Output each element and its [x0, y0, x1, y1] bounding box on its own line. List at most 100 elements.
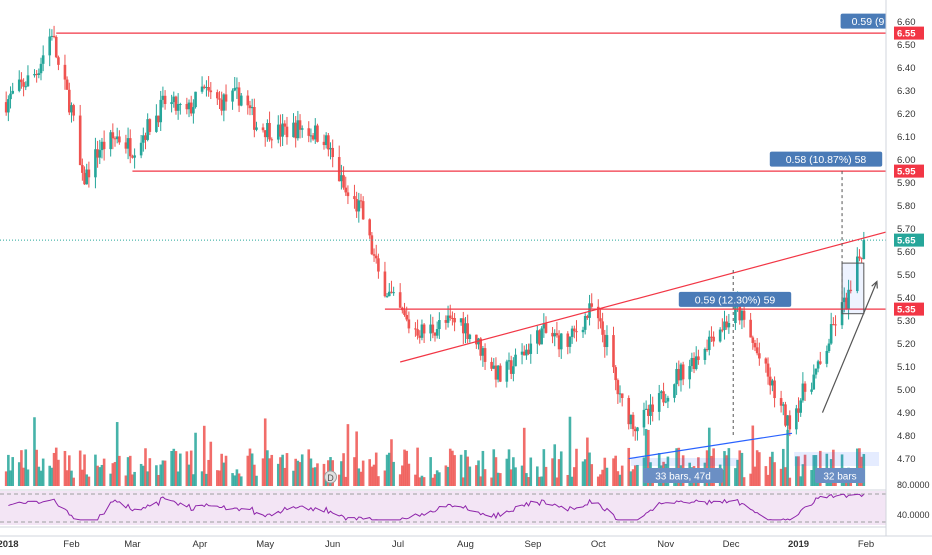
- candle-body[interactable]: [662, 391, 665, 403]
- candle-body[interactable]: [383, 271, 387, 297]
- candle-body[interactable]: [83, 172, 86, 185]
- price-pane[interactable]: [4, 25, 866, 441]
- candle-body[interactable]: [216, 92, 219, 99]
- candle-body[interactable]: [131, 156, 134, 158]
- candle-body[interactable]: [451, 317, 454, 319]
- candle-body[interactable]: [522, 351, 526, 356]
- candle-body[interactable]: [115, 136, 119, 140]
- candle-body[interactable]: [542, 323, 546, 329]
- candle-body[interactable]: [102, 141, 106, 150]
- candle-body[interactable]: [133, 155, 136, 158]
- candle-body[interactable]: [194, 91, 197, 108]
- price-tag-box[interactable]: [894, 26, 924, 40]
- candle-body[interactable]: [596, 306, 600, 319]
- candle-body[interactable]: [368, 219, 371, 236]
- candle-body[interactable]: [494, 365, 498, 380]
- candle-body[interactable]: [200, 86, 204, 92]
- candle-body[interactable]: [331, 147, 334, 158]
- price-axis[interactable]: 6.60 6.50 6.40 6.30 6.20 6.10 6.00 5.90 5.80 5.70…: [885, 0, 932, 550]
- candle-body[interactable]: [313, 125, 317, 140]
- candle-body[interactable]: [142, 135, 145, 143]
- candle-body[interactable]: [100, 141, 104, 151]
- candle-body[interactable]: [688, 366, 691, 380]
- candle-body[interactable]: [98, 150, 102, 158]
- candle-body[interactable]: [448, 315, 452, 318]
- candle-body[interactable]: [712, 336, 715, 342]
- candle-body[interactable]: [370, 235, 374, 255]
- candle-body[interactable]: [390, 291, 393, 293]
- candle-body[interactable]: [858, 256, 861, 259]
- candle-body[interactable]: [207, 87, 210, 91]
- candle-body[interactable]: [24, 86, 28, 88]
- candle-body[interactable]: [740, 310, 744, 321]
- candle-body[interactable]: [614, 367, 617, 381]
- candle-body[interactable]: [551, 332, 554, 337]
- candle-body[interactable]: [773, 380, 776, 399]
- candle-body[interactable]: [246, 95, 250, 106]
- candle-body[interactable]: [139, 142, 143, 156]
- candle-body[interactable]: [723, 321, 726, 330]
- candle-body[interactable]: [403, 310, 406, 315]
- candle-body[interactable]: [803, 383, 807, 392]
- candle-body[interactable]: [703, 348, 707, 360]
- candle-body[interactable]: [255, 127, 258, 130]
- candle-body[interactable]: [586, 316, 589, 318]
- candle-body[interactable]: [377, 258, 380, 272]
- candle-body[interactable]: [812, 374, 816, 390]
- candle-body[interactable]: [187, 102, 191, 110]
- candle-body[interactable]: [261, 127, 265, 131]
- candle-body[interactable]: [327, 135, 330, 150]
- candle-body[interactable]: [359, 200, 363, 202]
- candle-body[interactable]: [65, 79, 69, 90]
- candle-body[interactable]: [340, 175, 343, 182]
- candle-body[interactable]: [163, 95, 167, 105]
- candle-body[interactable]: [673, 384, 676, 398]
- dividend-marker[interactable]: [324, 470, 338, 484]
- candle-body[interactable]: [372, 254, 376, 256]
- candle-body[interactable]: [525, 349, 528, 356]
- candle-body[interactable]: [520, 351, 524, 355]
- candle-body[interactable]: [725, 321, 728, 328]
- candle-body[interactable]: [248, 105, 252, 109]
- candle-body[interactable]: [797, 408, 800, 413]
- candle-body[interactable]: [279, 124, 282, 137]
- candle-body[interactable]: [738, 302, 742, 321]
- candle-body[interactable]: [651, 404, 654, 412]
- drawing-overlays[interactable]: 0.59 (9 0.58 (10.87%) 58 0.59 (12.30%) 59 3…: [0, 13, 925, 484]
- candle-body[interactable]: [202, 86, 206, 88]
- candle-body[interactable]: [786, 415, 789, 426]
- candle-body[interactable]: [568, 336, 572, 347]
- candle-body[interactable]: [176, 104, 180, 111]
- candle-body[interactable]: [855, 256, 859, 292]
- candle-body[interactable]: [209, 90, 213, 93]
- price-tag-box[interactable]: [894, 164, 924, 178]
- candle-body[interactable]: [285, 126, 289, 138]
- candle-body[interactable]: [4, 102, 8, 113]
- candle-body[interactable]: [734, 304, 737, 324]
- candle-body[interactable]: [527, 349, 530, 354]
- candle-body[interactable]: [146, 119, 149, 140]
- candle-body[interactable]: [414, 328, 417, 330]
- candle-body[interactable]: [758, 353, 761, 359]
- candle-body[interactable]: [603, 334, 607, 348]
- candle-body[interactable]: [309, 135, 313, 137]
- candle-body[interactable]: [483, 348, 487, 362]
- candle-body[interactable]: [54, 36, 58, 58]
- candle-body[interactable]: [553, 333, 557, 337]
- candle-body[interactable]: [599, 318, 602, 322]
- candle-body[interactable]: [845, 297, 848, 309]
- candle-body[interactable]: [690, 357, 694, 367]
- candle-body[interactable]: [575, 331, 578, 333]
- candle-body[interactable]: [68, 89, 71, 113]
- candle-body[interactable]: [768, 376, 772, 386]
- candle-body[interactable]: [353, 196, 356, 200]
- candle-body[interactable]: [420, 324, 424, 338]
- candle-body[interactable]: [298, 120, 302, 130]
- candle-body[interactable]: [779, 398, 783, 406]
- candle-body[interactable]: [464, 323, 467, 334]
- trend-line[interactable]: [821, 281, 878, 413]
- candle-body[interactable]: [281, 123, 284, 137]
- candle-body[interactable]: [649, 404, 652, 416]
- candle-body[interactable]: [311, 135, 315, 140]
